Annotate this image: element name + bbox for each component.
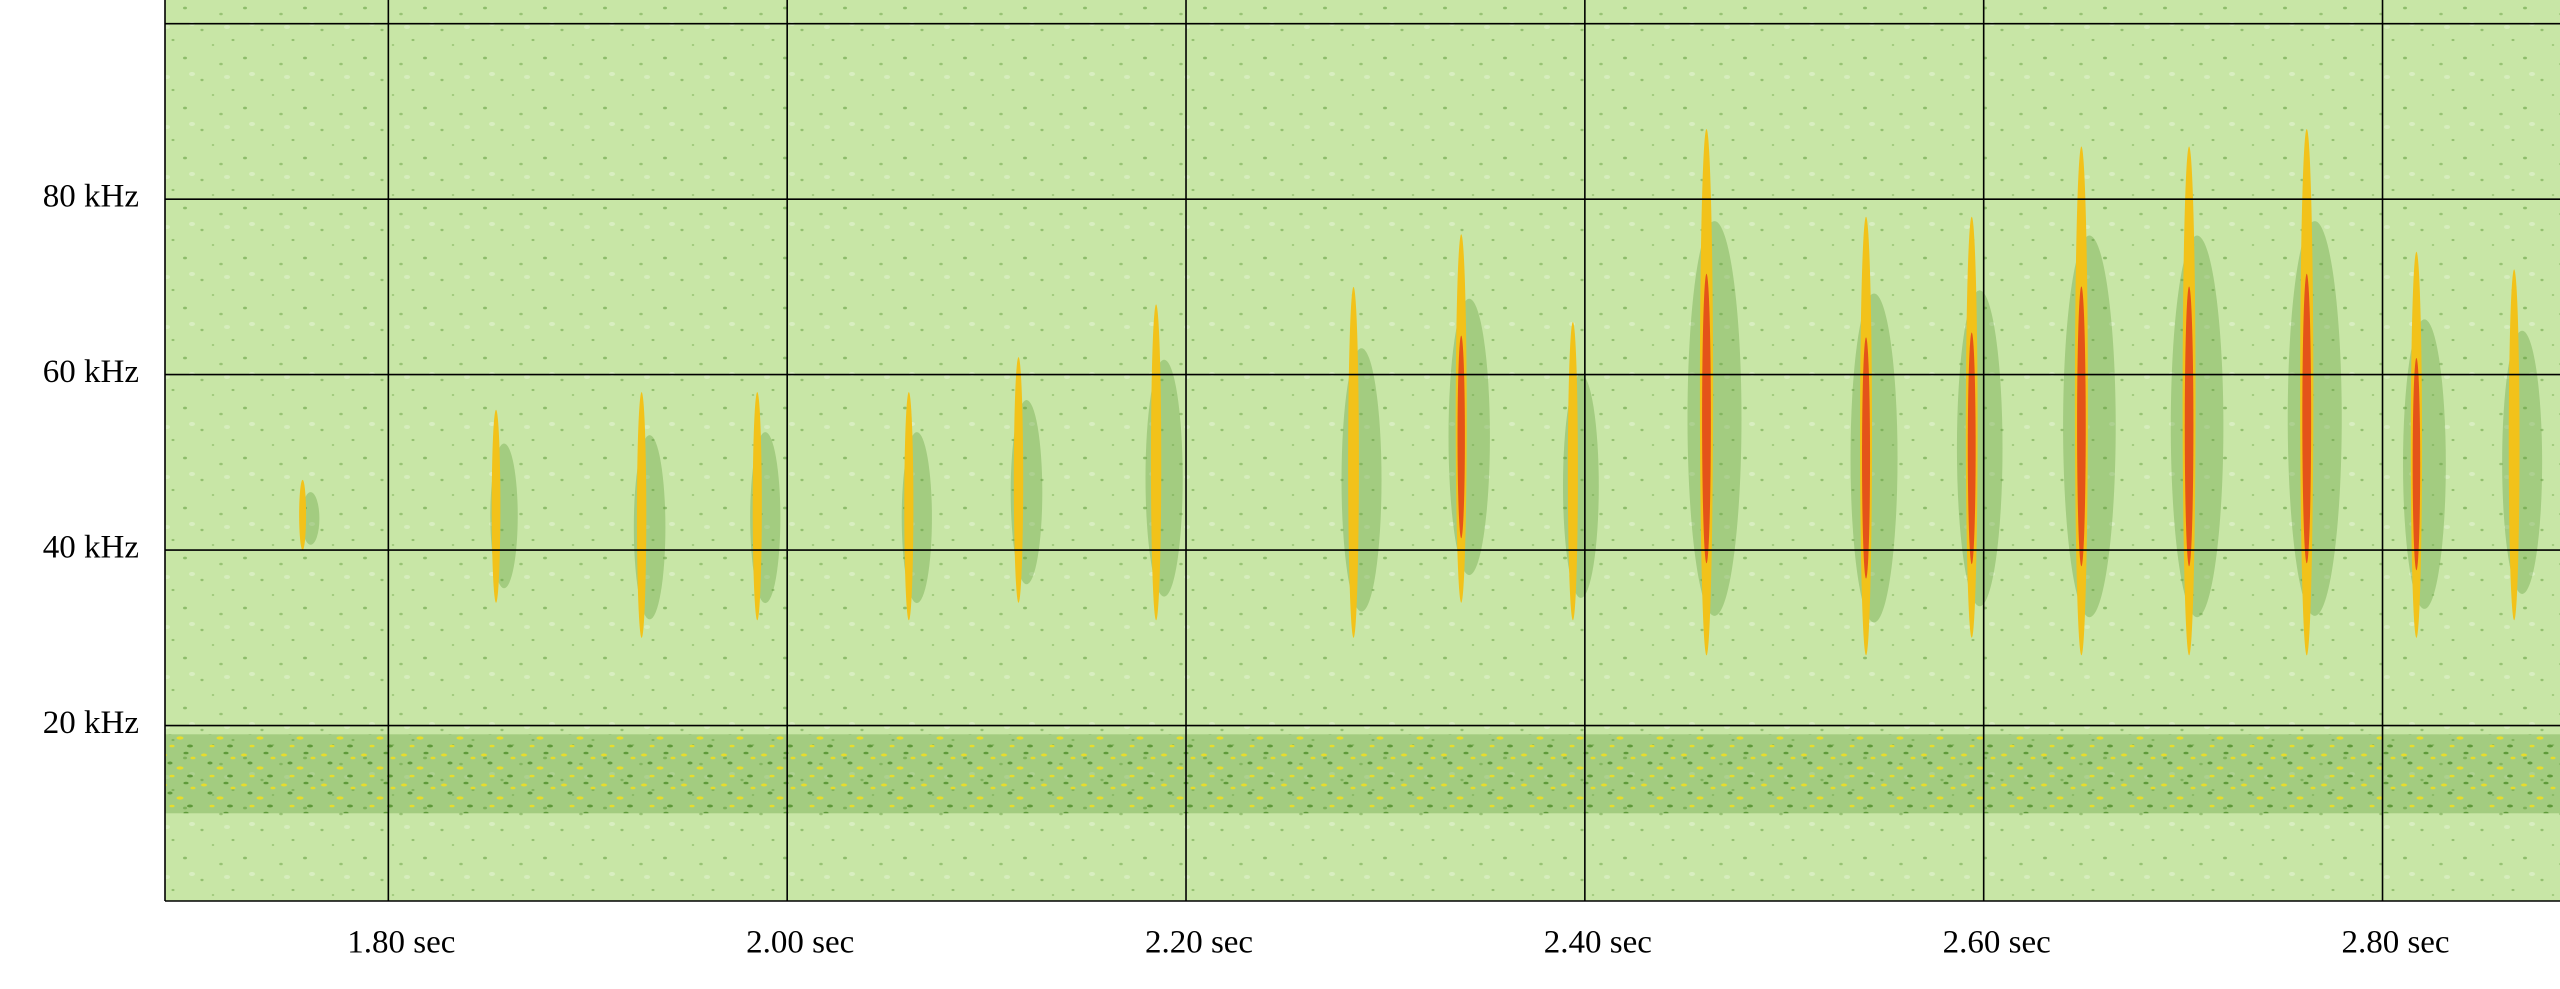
bat-call — [750, 392, 781, 621]
y-tick-label: 80 kHz — [43, 179, 139, 215]
call-halo — [2502, 330, 2543, 594]
bat-call — [1145, 304, 1183, 621]
call-halo — [1956, 290, 2003, 607]
x-tick-label: 2.00 sec — [746, 925, 854, 961]
call-halo — [1448, 298, 1490, 576]
bat-call — [1956, 216, 2003, 638]
bat-call — [2403, 251, 2446, 638]
call — [2508, 269, 2520, 621]
call — [491, 409, 501, 603]
call-halo — [1850, 293, 1898, 623]
bat-call — [299, 479, 320, 551]
bat-call — [2287, 128, 2342, 656]
call — [299, 479, 307, 551]
y-tick-label: 40 kHz — [43, 530, 139, 566]
call-halo — [1687, 221, 1742, 616]
x-tick-label: 2.60 sec — [1943, 925, 2051, 961]
call — [1150, 304, 1162, 621]
call — [1013, 357, 1024, 603]
call-core — [1457, 335, 1465, 539]
call-core — [1702, 273, 1711, 564]
y-tick-label: 20 kHz — [43, 705, 139, 741]
call-halo — [2403, 319, 2446, 609]
call-halo — [2170, 235, 2224, 618]
bat-call — [633, 392, 666, 638]
call-halo — [1341, 348, 1382, 612]
call-core — [2184, 286, 2194, 567]
bat-call — [1562, 321, 1599, 621]
bat-call — [490, 409, 518, 603]
call-core — [2077, 286, 2086, 567]
bat-call — [1448, 234, 1490, 603]
x-tick-label: 2.20 sec — [1145, 925, 1253, 961]
call — [636, 392, 647, 638]
y-tick-label: 60 kHz — [43, 354, 139, 390]
call-core — [1862, 337, 1871, 579]
x-tick-label: 1.80 sec — [347, 925, 455, 961]
bat-call — [2063, 146, 2116, 656]
call-core — [1967, 332, 1976, 565]
call — [1567, 321, 1578, 621]
bat-call — [1850, 216, 1898, 656]
call-halo — [2063, 235, 2116, 618]
call-halo — [301, 492, 320, 545]
call-core — [2412, 357, 2421, 571]
bat-call — [1687, 128, 1742, 656]
call — [904, 392, 914, 621]
call-halo — [2287, 221, 2342, 616]
noise-band-texture — [165, 734, 2560, 814]
call — [752, 392, 762, 621]
x-tick-label: 2.80 sec — [2341, 925, 2449, 961]
call — [1348, 286, 1359, 638]
x-tick-label: 2.40 sec — [1544, 925, 1652, 961]
plot-area — [165, 0, 2560, 901]
call-core — [2302, 273, 2312, 564]
bat-call — [1010, 357, 1043, 603]
bat-call — [2170, 146, 2224, 656]
bat-call — [901, 392, 932, 621]
bat-call — [2502, 269, 2543, 621]
